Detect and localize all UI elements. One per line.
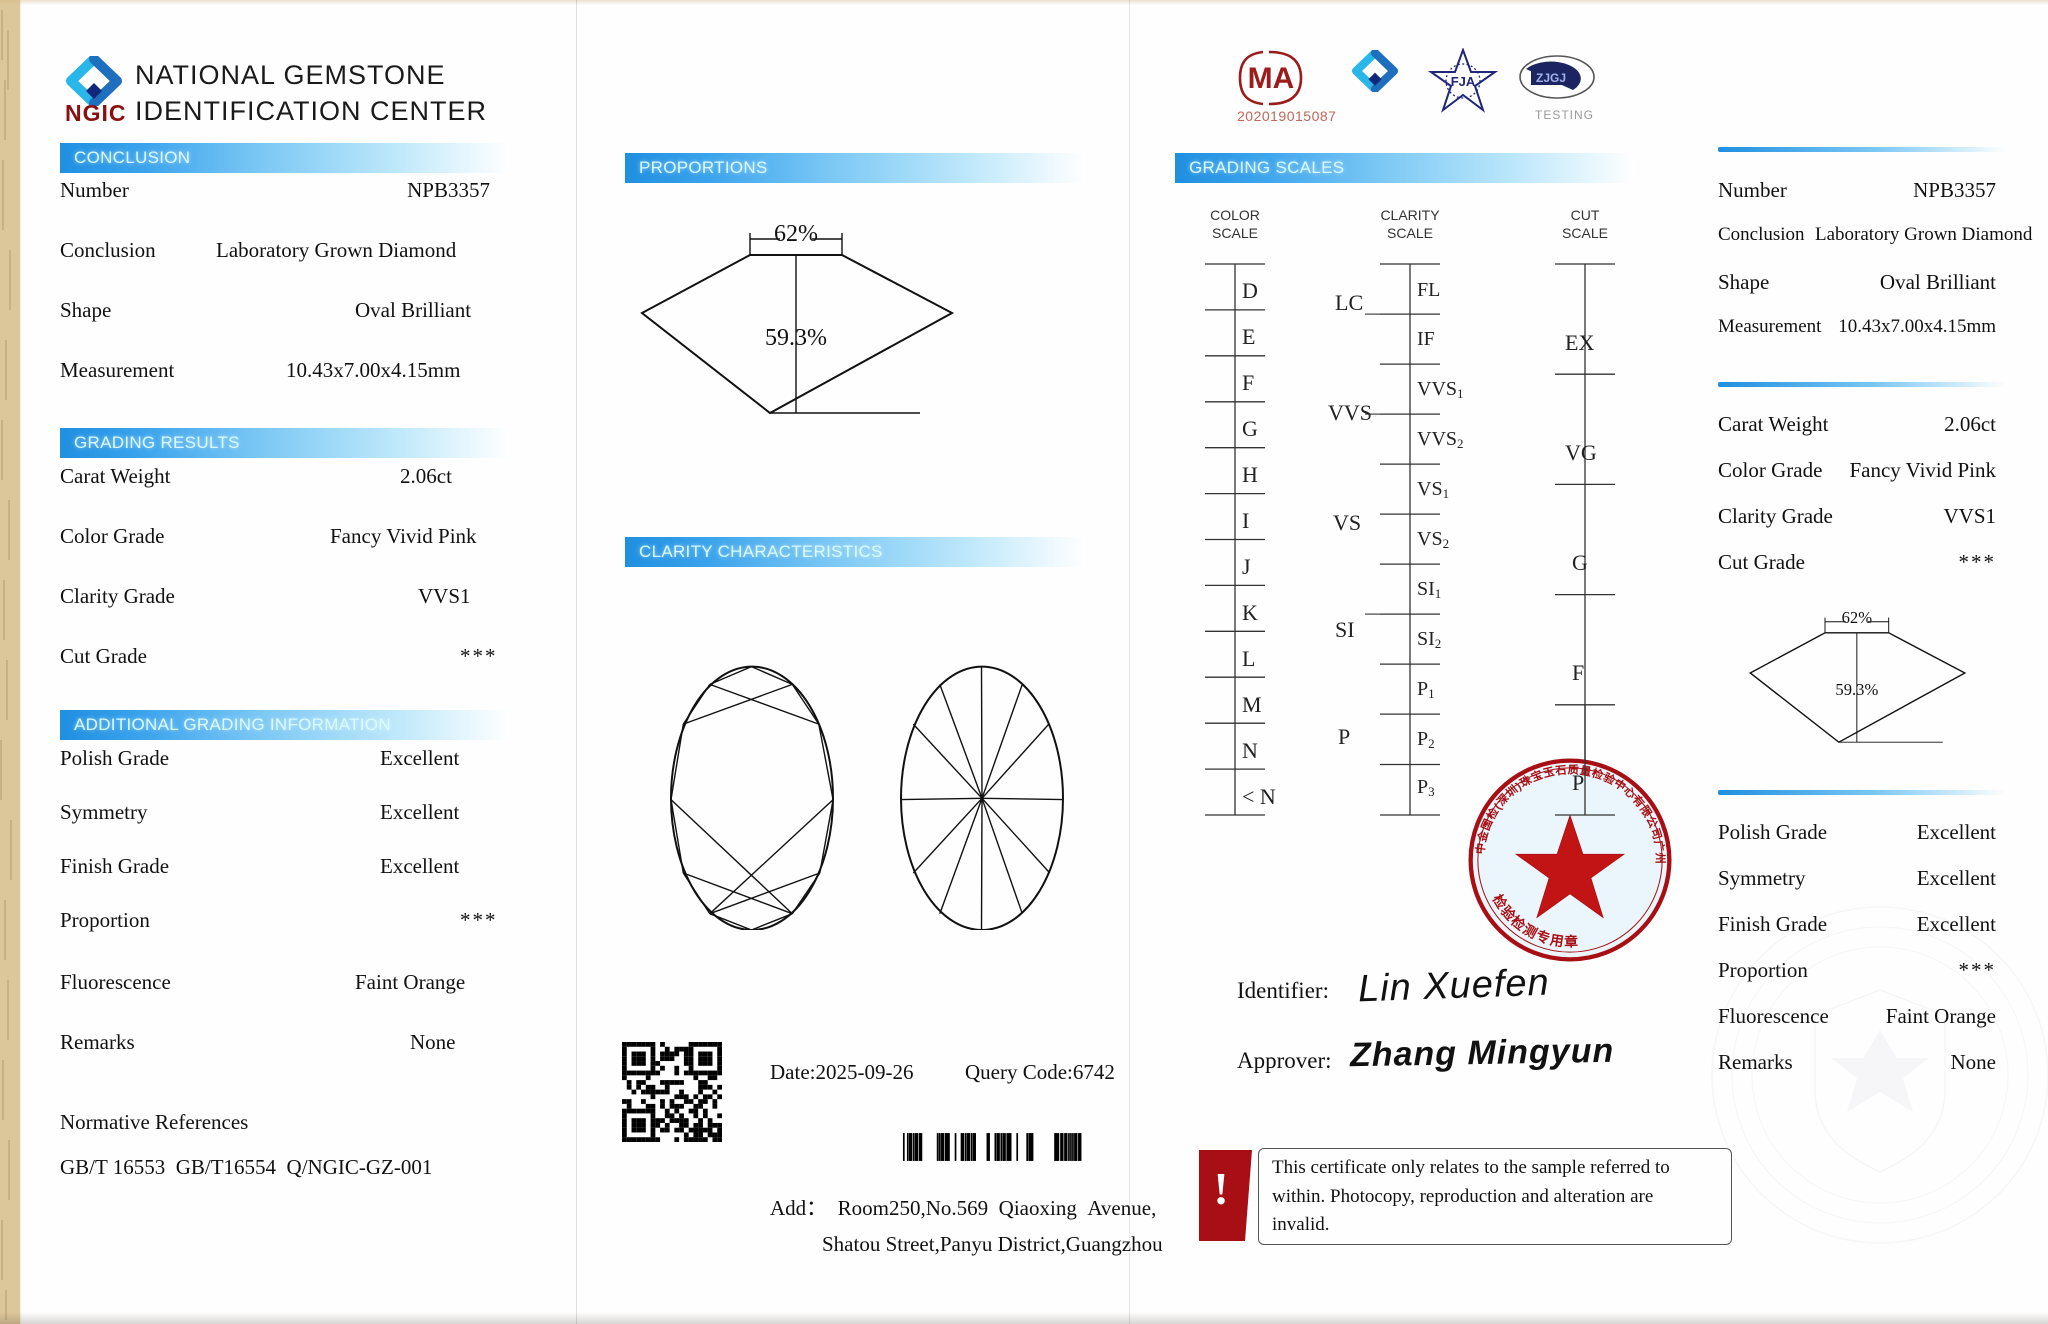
svg-text:62%: 62% [1842,612,1873,627]
svg-text:59.3%: 59.3% [765,325,827,351]
svg-text:59.3%: 59.3% [1835,680,1878,699]
svg-text:62%: 62% [774,225,818,247]
svg-text:P: P [1572,770,1584,795]
svg-text:!: ! [1213,1163,1228,1214]
